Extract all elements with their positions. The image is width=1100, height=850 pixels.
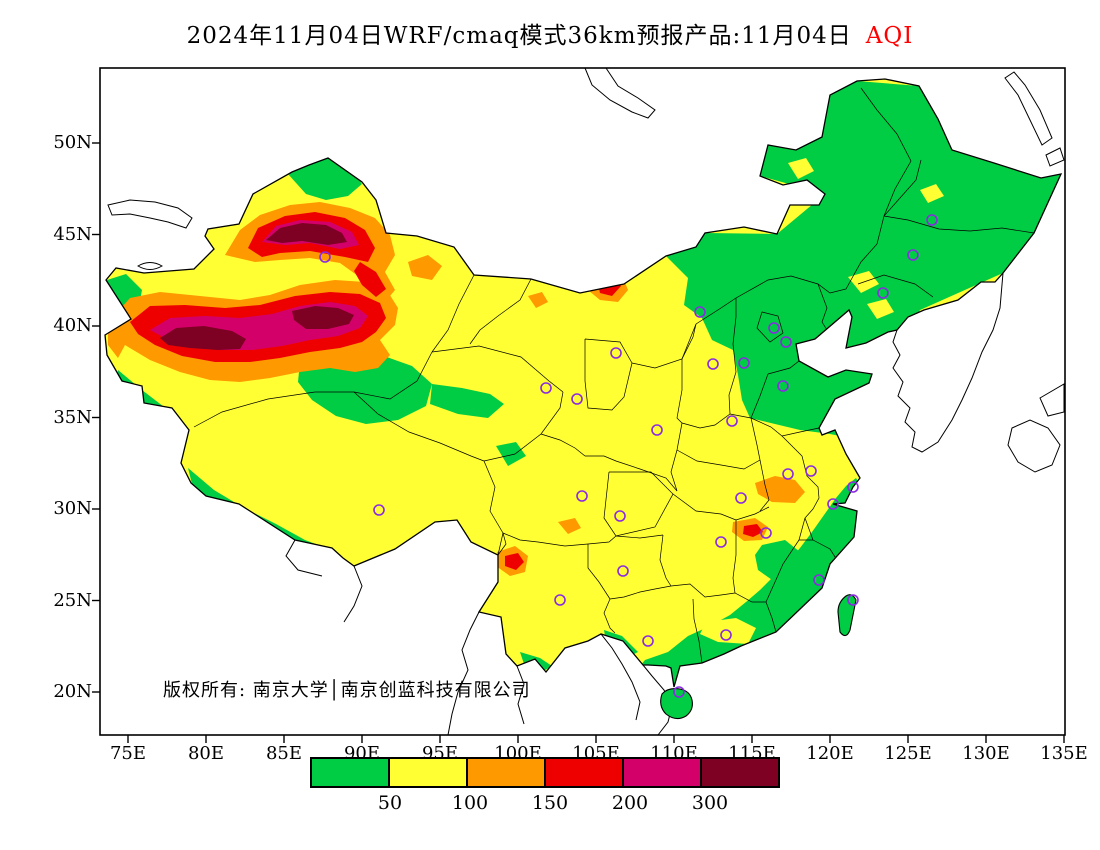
- station-marker: [768, 322, 780, 334]
- colorbar-tick-label: 100: [451, 792, 489, 814]
- taiwan-island: [837, 594, 857, 637]
- colorbar: [310, 757, 780, 788]
- station-marker: [877, 287, 889, 299]
- x-tick-label: 80E: [187, 743, 225, 764]
- x-tick-label: 130E: [962, 743, 1010, 764]
- y-tick-label: 20N: [53, 681, 92, 702]
- y-tick-label: 50N: [53, 132, 92, 153]
- station-marker: [617, 565, 629, 577]
- colorbar-tick-label: 50: [377, 792, 403, 814]
- colorbar-tick-label: 150: [531, 792, 569, 814]
- station-marker: [777, 380, 789, 392]
- station-marker: [805, 465, 817, 477]
- station-marker: [554, 594, 566, 606]
- station-marker: [319, 251, 331, 263]
- colorbar-cell-1: [388, 757, 468, 788]
- station-marker: [907, 249, 919, 261]
- station-marker: [738, 357, 750, 369]
- station-marker: [813, 574, 825, 586]
- y-tick-label: 40N: [53, 315, 92, 336]
- y-tick-label: 35N: [53, 406, 92, 428]
- sakhalin-island: [1004, 71, 1053, 146]
- station-marker: [735, 492, 747, 504]
- station-marker: [926, 214, 938, 226]
- station-marker: [847, 594, 859, 606]
- myanmar-laos-line: [516, 665, 525, 725]
- colorbar-cell-3: [544, 757, 624, 788]
- station-marker: [673, 686, 685, 698]
- colorbar-tick-label: 200: [611, 792, 649, 814]
- x-tick-label: 120E: [806, 743, 854, 764]
- station-marker: [707, 358, 719, 370]
- aqi-level-maroon-regions: [160, 223, 354, 350]
- axis-tick-marks: [92, 142, 1065, 743]
- honshu-tip: [1039, 383, 1065, 417]
- station-marker: [576, 490, 588, 502]
- x-tick-label: 75E: [109, 743, 147, 764]
- station-markers: [319, 214, 938, 698]
- x-tick-label: 135E: [1040, 743, 1088, 764]
- y-tick-label: 25N: [53, 589, 92, 611]
- colorbar-cell-5: [700, 757, 780, 788]
- title-highlight: AQI: [865, 23, 914, 49]
- colorbar-tick-label: 300: [691, 792, 729, 814]
- lake-balkhash: [107, 199, 193, 229]
- station-marker: [651, 424, 663, 436]
- hainan-island: [660, 688, 693, 720]
- station-marker: [760, 527, 772, 539]
- page-title: 2024年11月04日WRF/cmaq模式36km预报产品:11月04日 AQI: [0, 16, 1100, 50]
- nepal-line: [285, 539, 323, 577]
- station-marker: [540, 382, 552, 394]
- station-marker: [610, 347, 622, 359]
- neighbor-coastlines: [107, 67, 1065, 736]
- station-marker: [715, 536, 727, 548]
- lake-baikal: [584, 67, 656, 119]
- lake-issykkul: [137, 262, 163, 270]
- station-marker: [373, 504, 385, 516]
- station-marker: [642, 635, 654, 647]
- station-marker: [614, 510, 626, 522]
- station-marker: [694, 306, 706, 318]
- station-marker: [720, 629, 732, 641]
- hokkaido-tip: [1045, 147, 1065, 167]
- station-marker: [782, 468, 794, 480]
- province-borders: [193, 87, 1035, 664]
- station-marker: [780, 336, 792, 348]
- korea-coastline: [892, 272, 1004, 453]
- china-mainland-outline: [104, 78, 1063, 688]
- colorbar-cell-4: [622, 757, 702, 788]
- x-tick-label: 125E: [884, 743, 932, 764]
- station-marker: [726, 415, 738, 427]
- kyushu-island: [1007, 419, 1061, 473]
- y-tick-label: 45N: [53, 223, 92, 245]
- myanmar-border: [447, 611, 480, 736]
- station-marker: [847, 481, 859, 493]
- colorbar-cell-0: [310, 757, 390, 788]
- copyright-text: 版权所有: 南京大学│南京创蓝科技有限公司: [163, 680, 531, 701]
- colorbar-cell-2: [466, 757, 546, 788]
- plot-frame: [99, 67, 1066, 736]
- x-tick-label: 85E: [265, 743, 303, 764]
- laos-border: [600, 633, 641, 721]
- station-marker: [827, 498, 839, 510]
- title-main: 2024年11月04日WRF/cmaq模式36km预报产品:11月04日: [186, 23, 852, 49]
- bangladesh-line: [343, 565, 363, 623]
- y-tick-label: 30N: [53, 498, 92, 519]
- station-marker: [571, 393, 583, 405]
